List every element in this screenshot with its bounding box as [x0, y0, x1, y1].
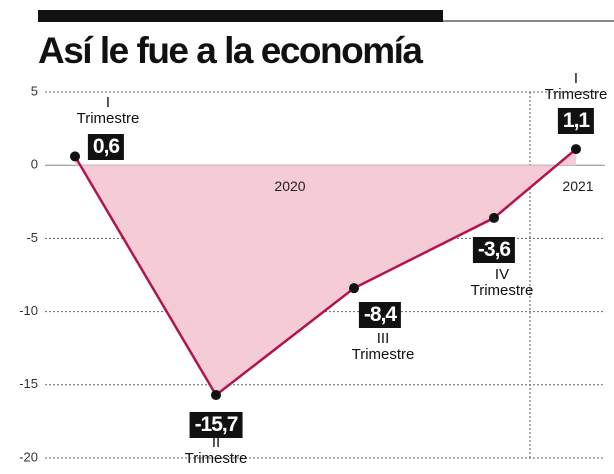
value-label: -8,4	[358, 302, 402, 329]
chart-title: Así le fue a la economía	[38, 30, 423, 71]
point	[571, 144, 581, 155]
value-label: -3,6	[472, 236, 516, 263]
y-tick-label: 5	[31, 83, 38, 98]
category-label: II Trimestre	[184, 434, 248, 468]
point	[489, 212, 499, 223]
value-label: -15,7	[189, 412, 243, 439]
category-label: I Trimestre	[76, 94, 140, 128]
year-label: 2021	[562, 178, 594, 194]
category-label: I Trimestre	[544, 70, 608, 104]
area	[75, 149, 576, 396]
point	[211, 390, 221, 401]
y-tick-label: -20	[19, 449, 38, 464]
y-tick-label: -5	[26, 230, 38, 245]
point	[349, 283, 359, 294]
y-tick-label: 0	[31, 157, 38, 172]
category-label: III Trimestre	[351, 330, 415, 364]
value-label: 0,6	[87, 134, 125, 161]
point	[70, 151, 80, 162]
header-bar	[38, 10, 443, 22]
y-tick-label: -10	[19, 303, 38, 318]
year-label: 2020	[274, 178, 306, 194]
y-tick-label: -15	[19, 376, 38, 391]
category-label: IV Trimestre	[470, 265, 534, 299]
value-label: 1,1	[557, 108, 595, 135]
